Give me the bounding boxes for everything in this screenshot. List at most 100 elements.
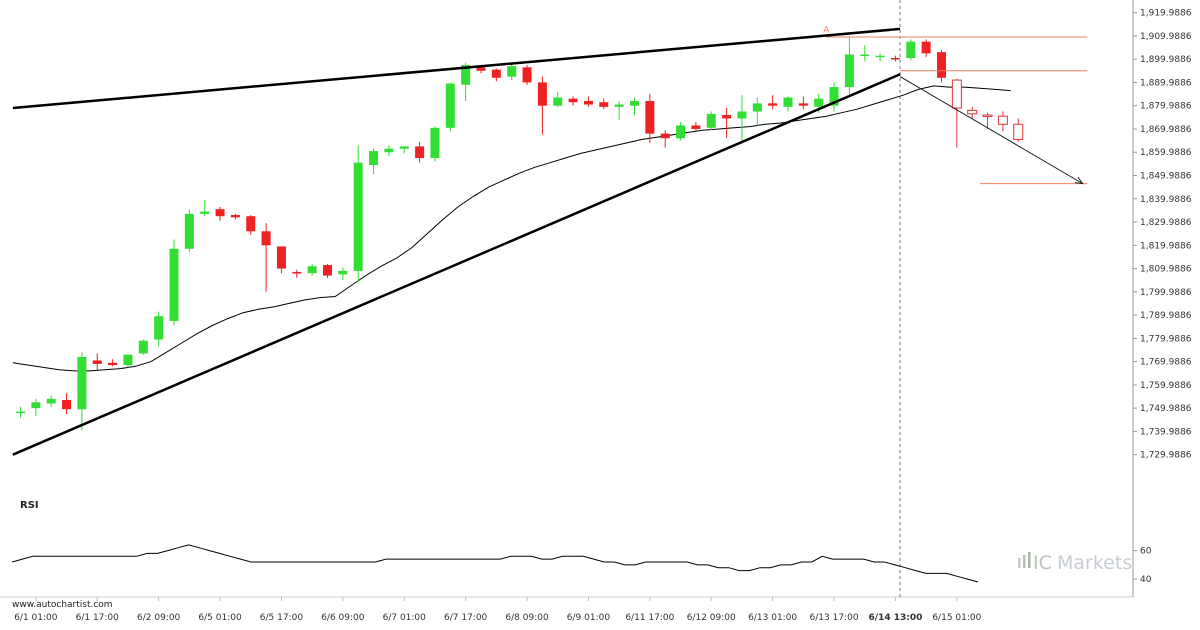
candle-body [583, 101, 593, 105]
candle-body [261, 231, 271, 246]
forecast-candle-body [1013, 123, 1024, 140]
candle-body [353, 162, 363, 271]
candle-body [737, 111, 747, 119]
x-tick-label: 6/11 17:00 [625, 613, 674, 623]
candle [77, 352, 87, 431]
candle [599, 98, 609, 110]
candle-body [92, 360, 102, 364]
watermark-ic: IC [1033, 552, 1052, 574]
y-tick-label: 1,909.9886 [1140, 32, 1192, 42]
forecast-candle-body [982, 114, 993, 117]
candle [353, 145, 363, 283]
rsi-panel: 60 40 [11, 544, 1152, 585]
candle [722, 108, 732, 139]
candle [783, 96, 793, 112]
candle [921, 39, 931, 57]
y-tick-label: 1,899.9886 [1140, 55, 1192, 65]
candle-body [507, 66, 517, 77]
candle [768, 95, 778, 110]
forecast-candle [967, 106, 978, 119]
candle [875, 53, 885, 62]
forecast-arrow-head [1074, 176, 1084, 185]
candle [691, 121, 701, 132]
x-tick-label: 6/15 01:00 [932, 613, 981, 623]
candle [860, 45, 870, 62]
x-tick-label: 6/1 01:00 [14, 613, 58, 623]
candle-body [491, 69, 501, 78]
candle-body [752, 103, 762, 112]
candle-body [461, 64, 471, 85]
candle-body [522, 67, 532, 83]
y-tick-label: 1,839.9886 [1140, 195, 1192, 205]
candle [323, 263, 332, 278]
x-tick-label: 6/9 01:00 [567, 613, 611, 623]
candle-body [307, 266, 317, 274]
candle [660, 130, 670, 148]
moving-average-line [12, 85, 1011, 372]
candle [461, 62, 471, 102]
candle-body [200, 211, 210, 214]
candle [537, 76, 547, 135]
candle-body [875, 55, 885, 58]
candle [292, 269, 302, 278]
x-tick-label: 6/7 17:00 [444, 613, 488, 623]
candle [445, 82, 455, 132]
rsi-label: RSI [20, 500, 39, 511]
candle [184, 209, 194, 253]
candle-body [230, 215, 240, 218]
logo-bar-2 [1023, 555, 1026, 568]
candle-body [783, 97, 793, 107]
rsi-line [11, 544, 979, 583]
candle [261, 223, 271, 292]
forecast-candle [951, 78, 962, 148]
forecast-candle [1013, 118, 1024, 142]
candle-body [890, 57, 900, 60]
candle-body [108, 362, 118, 366]
candle [829, 82, 839, 112]
forecast-candle-body [997, 115, 1008, 125]
candle [62, 393, 72, 414]
y-tick-label: 1,739.9886 [1140, 427, 1192, 437]
candle [890, 55, 900, 62]
candle [676, 121, 686, 141]
candle-body [246, 216, 256, 232]
candle-body [476, 67, 486, 71]
y-tick-label: 1,729.9886 [1140, 451, 1192, 461]
candle [706, 111, 716, 131]
y-tick-label: 1,749.9886 [1140, 404, 1192, 414]
candle-body [937, 52, 946, 78]
candle-body [798, 103, 808, 106]
candle [154, 311, 164, 347]
candle-body [123, 354, 133, 366]
candle [307, 263, 317, 276]
x-tick-label: 6/7 01:00 [383, 613, 427, 623]
candle [752, 97, 762, 126]
forecast-candle [997, 111, 1008, 132]
x-tick-label: 6/13 01:00 [748, 613, 797, 623]
candle-body [630, 101, 639, 106]
candle [415, 141, 425, 163]
candle [276, 246, 286, 274]
candle [491, 68, 501, 82]
candle-body [844, 54, 854, 88]
x-tick-label: 6/8 09:00 [505, 613, 549, 623]
candle [384, 145, 394, 156]
candle-body [829, 87, 839, 106]
candle [430, 126, 440, 162]
x-tick-label: 6/12 09:00 [687, 613, 736, 623]
y-axis-ticks: 1,919.9886 1,909.9886 1,899.9886 1,889.9886… [1133, 9, 1192, 461]
candle [338, 267, 348, 281]
candle-body [768, 103, 778, 106]
candle [844, 37, 854, 97]
candle [798, 96, 808, 110]
candle [553, 91, 563, 107]
y-tick-label: 1,859.9886 [1140, 148, 1192, 158]
y-tick-label: 1,919.9886 [1140, 9, 1192, 19]
candle-body [645, 101, 655, 134]
candle-body [722, 114, 732, 119]
footer-url[interactable]: www.autochartist.com [12, 600, 113, 610]
candle [568, 96, 578, 106]
x-tick-label: 6/5 01:00 [198, 613, 242, 623]
candle-body [77, 356, 87, 410]
